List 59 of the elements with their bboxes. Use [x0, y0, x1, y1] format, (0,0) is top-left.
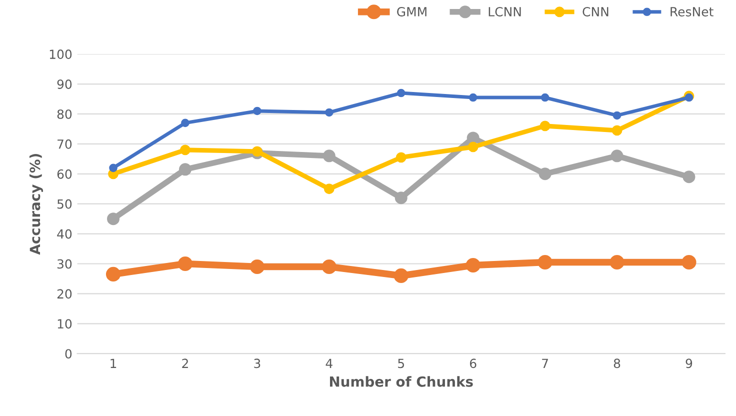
- point: [253, 106, 262, 116]
- point: [252, 146, 262, 157]
- legend-label: CNN: [582, 6, 608, 16]
- point: [322, 150, 336, 162]
- point: [396, 152, 406, 163]
- point: [682, 254, 696, 270]
- x-tick-label: 1: [110, 358, 116, 368]
- point: [106, 266, 121, 282]
- legend-label: LCNN: [488, 6, 521, 16]
- point: [181, 118, 190, 128]
- point: [466, 258, 480, 273]
- y-tick-label: 60: [57, 169, 72, 179]
- y-axis-title: Accuracy (%): [29, 154, 44, 255]
- x-tick-label: 5: [398, 358, 404, 368]
- point: [466, 132, 480, 144]
- y-tick-label: 10: [58, 319, 72, 329]
- point: [396, 88, 406, 98]
- point: [178, 256, 193, 272]
- y-tick-label: 20: [57, 289, 72, 299]
- point: [109, 164, 118, 172]
- point: [540, 93, 550, 102]
- point: [468, 142, 478, 152]
- y-tick-label: 30: [57, 259, 72, 269]
- y-tick-label: 100: [50, 50, 72, 60]
- point: [540, 120, 550, 132]
- x-tick-label: 9: [686, 358, 692, 368]
- point: [612, 111, 622, 120]
- x-tick-label: 6: [470, 358, 476, 368]
- legend-label: ResNet: [670, 7, 714, 16]
- x-tick-label: 7: [542, 358, 548, 368]
- point: [322, 259, 336, 274]
- y-tick-label: 50: [57, 199, 72, 209]
- point: [612, 125, 622, 136]
- point: [180, 144, 190, 156]
- y-tick-label: 90: [57, 80, 72, 89]
- point: [468, 93, 478, 102]
- point: [538, 168, 552, 180]
- point: [178, 163, 192, 176]
- x-tick-label: 3: [254, 358, 260, 368]
- x-axis-title: Number of Chunks: [330, 376, 473, 387]
- point: [324, 108, 334, 117]
- point: [684, 93, 694, 102]
- point: [107, 212, 120, 226]
- legend-label: GMM: [397, 6, 426, 16]
- point: [324, 184, 334, 194]
- y-tick-label: 80: [57, 109, 72, 119]
- point: [394, 192, 408, 204]
- point: [538, 254, 552, 270]
- point: [610, 150, 624, 162]
- y-tick-label: 40: [57, 229, 72, 239]
- point: [682, 170, 696, 184]
- y-tick-label: 0: [65, 349, 72, 359]
- x-tick-label: 2: [182, 358, 188, 368]
- point: [250, 259, 264, 274]
- x-tick-label: 4: [326, 358, 332, 368]
- point: [394, 268, 408, 284]
- point: [610, 254, 624, 270]
- y-tick-label: 70: [58, 139, 72, 149]
- x-tick-label: 8: [614, 358, 620, 368]
